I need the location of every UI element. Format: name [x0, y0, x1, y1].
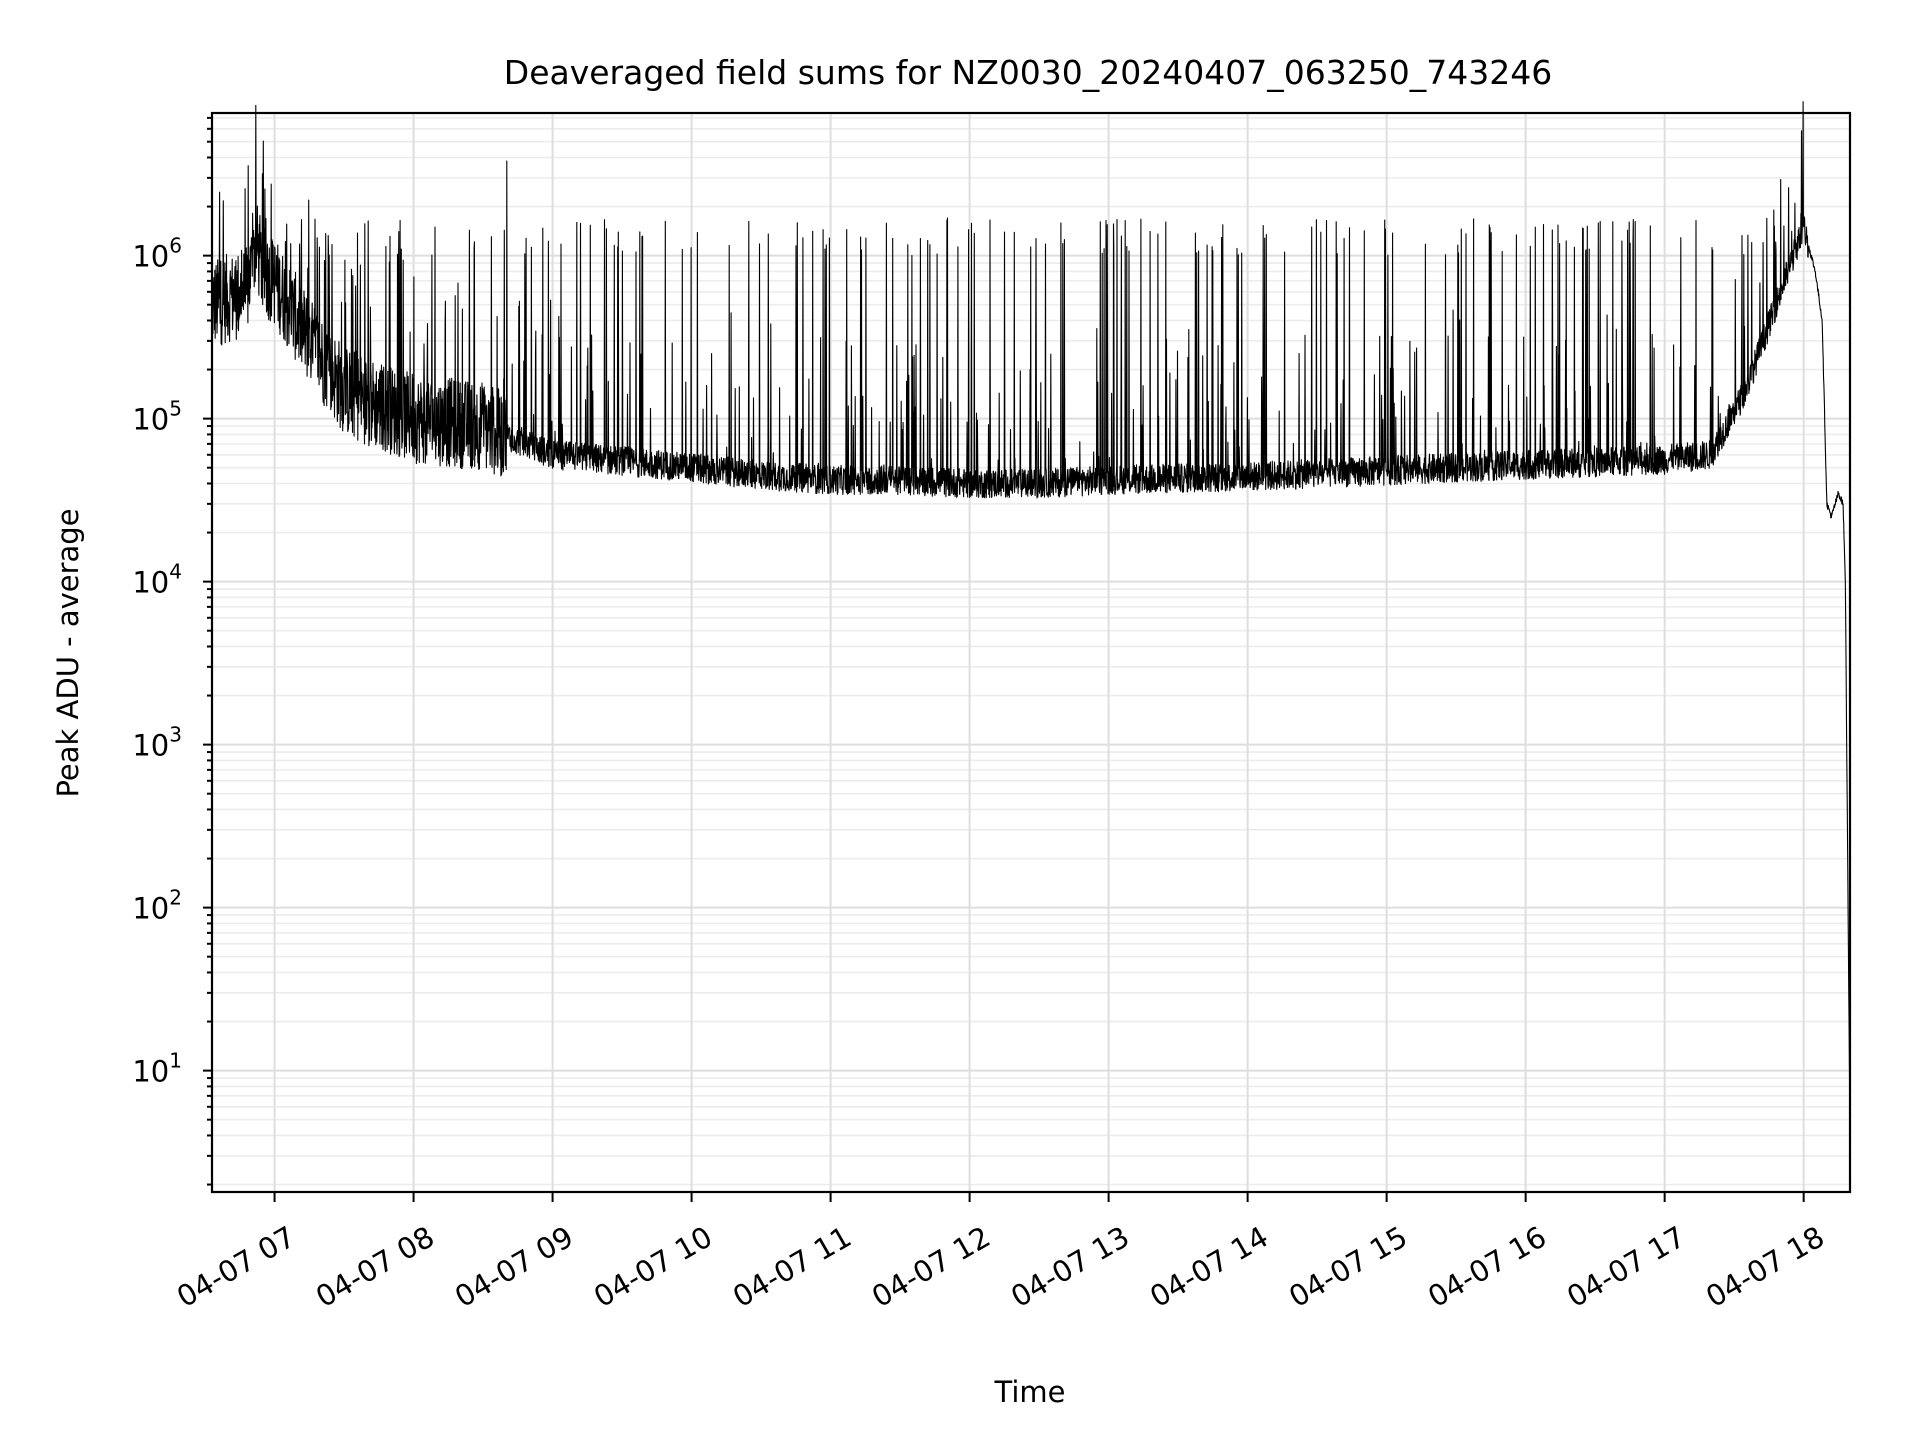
x-tick-label: 04-07 18 — [1700, 1219, 1830, 1314]
y-axis: 101 102 103 104 105 106 — [132, 116, 212, 1186]
y-tick-label: 101 — [132, 1049, 182, 1089]
chart-title: Deaveraged field sums for NZ0030_2024040… — [504, 53, 1552, 92]
x-tick-label: 04-07 14 — [1144, 1219, 1274, 1314]
x-tick-label: 04-07 16 — [1422, 1219, 1552, 1314]
x-tick-label: 04-07 08 — [310, 1219, 440, 1314]
x-tick-label: 04-07 07 — [171, 1219, 301, 1314]
y-tick-label: 104 — [132, 560, 182, 600]
x-tick-label: 04-07 15 — [1283, 1219, 1413, 1314]
y-tick-label: 102 — [132, 886, 182, 926]
x-tick-label: 04-07 09 — [449, 1219, 579, 1314]
x-tick-label: 04-07 13 — [1005, 1219, 1135, 1314]
y-tick-label: 103 — [132, 723, 182, 763]
y-axis-label: Peak ADU - average — [51, 508, 85, 797]
y-tick-label: 105 — [132, 397, 182, 437]
x-tick-label: 04-07 12 — [866, 1219, 996, 1314]
x-tick-label: 04-07 10 — [588, 1219, 718, 1314]
x-axis: 04-07 07 04-07 08 04-07 09 04-07 10 04-07 11… — [171, 1192, 1830, 1314]
x-axis-label: Time — [994, 1375, 1066, 1409]
plot-frame — [210, 111, 1852, 1194]
series-group — [211, 101, 1851, 1140]
series-line — [211, 101, 1851, 1140]
y-tick-label: 106 — [132, 234, 182, 274]
x-tick-label: 04-07 17 — [1561, 1219, 1691, 1314]
x-tick-label: 04-07 11 — [727, 1219, 857, 1314]
